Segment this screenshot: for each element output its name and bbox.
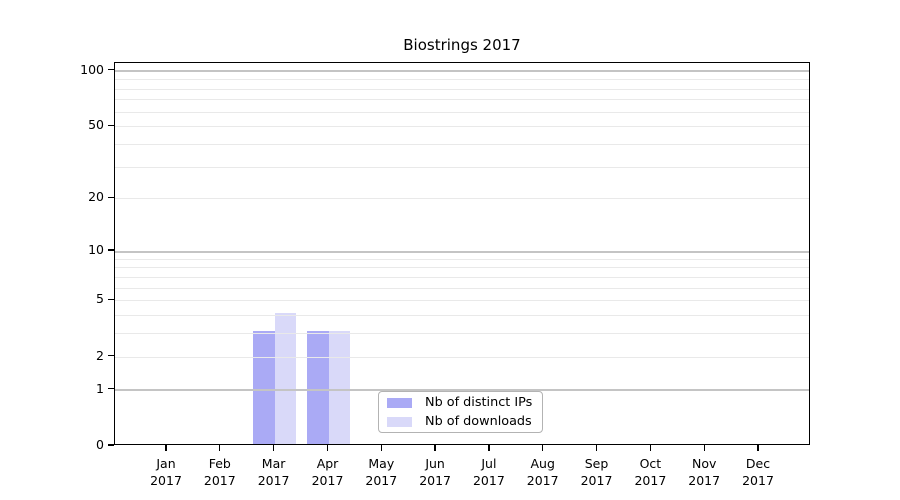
x-tick-year: 2017	[526, 473, 559, 488]
x-tick-month: Jun	[425, 456, 445, 471]
y-tick	[108, 444, 114, 446]
y-tick-label: 20	[88, 189, 104, 205]
x-tick-label: Feb 2017	[188, 455, 252, 489]
y-tick	[108, 355, 114, 357]
x-tick-month: Nov	[691, 456, 717, 471]
y-tick-label: 5	[96, 291, 104, 307]
bar-downloads	[274, 313, 297, 444]
x-tick	[219, 445, 221, 451]
y-tick-label: 50	[88, 117, 104, 133]
chart-title: Biostrings 2017	[403, 36, 521, 54]
x-tick	[649, 445, 652, 451]
x-tick	[757, 445, 759, 451]
x-tick-year: 2017	[580, 473, 613, 488]
gridline-major	[115, 70, 809, 73]
gridline-minor	[115, 166, 809, 168]
x-tick	[380, 445, 382, 451]
x-tick	[488, 445, 490, 451]
gridline-minor	[115, 315, 809, 317]
x-tick-year: 2017	[419, 473, 451, 488]
y-tick	[108, 387, 114, 390]
x-tick	[542, 445, 544, 451]
x-tick-month: Oct	[639, 456, 662, 471]
x-tick-label: Jun 2017	[403, 455, 467, 489]
x-tick-label: Oct 2017	[618, 455, 682, 489]
x-tick-year: 2017	[742, 473, 774, 488]
x-tick	[326, 445, 329, 451]
legend: Nb of distinct IPs Nb of downloads	[378, 391, 543, 433]
gridline-minor	[115, 88, 809, 90]
x-tick-label: Aug 2017	[511, 455, 575, 489]
bar-distinct-ips	[253, 331, 275, 444]
y-tick-label: 0	[96, 437, 104, 452]
legend-swatch	[387, 397, 412, 408]
x-tick-year: 2017	[688, 473, 721, 488]
gridline-minor	[115, 79, 809, 81]
bars-layer	[115, 63, 809, 444]
y-tick	[108, 249, 114, 251]
x-tick-month: Apr	[316, 456, 339, 471]
x-tick-year: 2017	[365, 473, 398, 488]
gridline-minor	[115, 300, 809, 302]
x-tick	[165, 445, 167, 451]
x-tick-month: Jan	[156, 456, 176, 471]
x-tick-month: Jul	[481, 456, 497, 471]
x-tick-year: 2017	[634, 473, 667, 488]
legend-row: Nb of downloads	[387, 412, 542, 431]
x-tick-label: Nov 2017	[672, 455, 736, 489]
x-tick-month: Mar	[261, 456, 286, 471]
y-tick-label: 2	[96, 347, 104, 363]
x-tick-label: Apr 2017	[296, 455, 360, 489]
grid-layer	[115, 63, 809, 444]
gridline-major	[115, 250, 809, 253]
gridline-minor	[115, 126, 809, 128]
y-tick	[108, 196, 114, 199]
bar-downloads	[328, 331, 350, 444]
y-tick	[108, 124, 114, 126]
y-tick	[108, 69, 114, 71]
gridline-minor	[115, 356, 809, 358]
x-tick	[595, 445, 598, 451]
x-tick-month: Sep	[584, 456, 609, 471]
plot-area	[114, 62, 810, 445]
gridline-minor	[115, 99, 809, 101]
gridline-minor	[115, 144, 809, 145]
gridline-minor	[115, 276, 809, 278]
x-tick-label: Dec 2017	[726, 455, 790, 489]
y-tick-label: 1	[96, 380, 104, 396]
gridline-minor	[115, 111, 809, 113]
x-tick-year: 2017	[150, 473, 182, 488]
x-tick-year: 2017	[257, 473, 290, 488]
gridline-minor	[115, 258, 809, 260]
x-tick-label: Sep 2017	[565, 455, 629, 489]
y-tick-label: 100	[80, 61, 104, 77]
x-tick-year: 2017	[203, 473, 236, 488]
x-tick-month: May	[368, 456, 395, 471]
x-tick-label: Jul 2017	[457, 455, 521, 489]
x-tick-year: 2017	[472, 473, 505, 488]
x-tick-month: Feb	[208, 456, 231, 471]
legend-label: Nb of distinct IPs	[425, 395, 533, 410]
x-tick-month: Aug	[530, 456, 555, 471]
legend-row: Nb of distinct IPs	[387, 393, 542, 412]
x-tick-label: Mar 2017	[242, 455, 306, 489]
x-tick	[272, 445, 275, 451]
x-tick	[434, 445, 436, 451]
legend-swatch	[387, 416, 412, 427]
x-tick	[703, 445, 705, 451]
gridline-minor	[115, 287, 809, 289]
x-tick-label: May 2017	[349, 455, 413, 489]
bar-distinct-ips	[307, 331, 329, 444]
y-tick	[108, 298, 114, 300]
gridline-minor	[115, 267, 809, 269]
x-tick-label: Jan 2017	[134, 455, 198, 489]
gridline-minor	[115, 333, 809, 335]
legend-label: Nb of downloads	[425, 414, 532, 429]
gridline-major	[115, 389, 809, 392]
gridline-minor	[115, 198, 809, 200]
x-tick-month: Dec	[745, 456, 771, 471]
y-tick-label: 10	[88, 242, 104, 257]
x-tick-year: 2017	[311, 473, 344, 488]
